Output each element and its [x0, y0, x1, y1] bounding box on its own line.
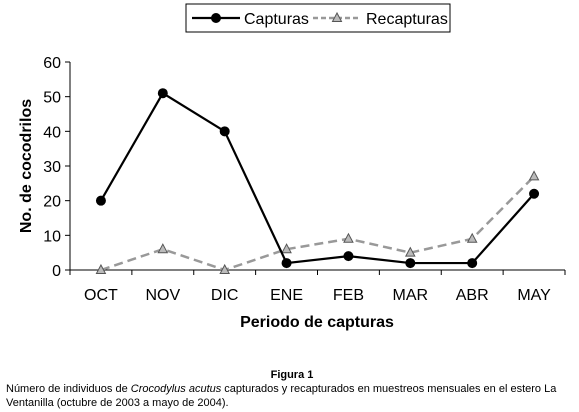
legend-marker-1 — [331, 11, 343, 22]
y-tick-label: 50 — [43, 90, 61, 107]
y-axis-title: No. de cocodrilos — [18, 99, 35, 233]
y-tick-label: 30 — [43, 159, 61, 176]
caption-text-before: Número de individuos de — [6, 383, 131, 395]
series-1-point — [466, 232, 478, 243]
x-tick-label: OCT — [84, 287, 118, 304]
legend: Capturas Recapturas — [185, 3, 451, 33]
figure-caption: Figura 1 Número de individuos de Crocody… — [6, 368, 578, 410]
series-layer — [95, 88, 540, 274]
y-tick-label: 10 — [43, 228, 61, 245]
y-tick-label: 20 — [43, 194, 61, 211]
legend-label-1: Recapturas — [366, 11, 448, 28]
y-tick-label: 0 — [52, 263, 61, 280]
axes: 0 10 20 30 40 50 60 OCT NOV DIC ENE FEB MAR ABR MAY Per… — [18, 55, 566, 331]
legend-label-0: Capturas — [244, 11, 309, 28]
series-0-point — [281, 258, 292, 269]
series-line-0 — [99, 91, 535, 265]
series-line-1 — [100, 175, 535, 272]
y-tick-label: 60 — [43, 55, 61, 72]
series-0-point — [343, 251, 354, 262]
series-0-point — [157, 88, 168, 99]
x-tick-label: FEB — [333, 287, 364, 304]
caption-species: Crocodylus acutus — [130, 383, 222, 395]
caption-text-after: capturados y recapturados en muestreos m… — [6, 383, 557, 409]
series-1-point — [95, 263, 107, 274]
series-1-point — [219, 263, 231, 274]
x-axis-title: Periodo de capturas — [240, 314, 394, 331]
x-tick-label: NOV — [145, 287, 180, 304]
line-chart: Capturas Recapturas 0 10 20 30 40 50 60 OCT NOV DI… — [18, 3, 566, 331]
series-0-point — [219, 126, 230, 137]
series-1-point — [528, 170, 540, 181]
series-1-point — [343, 232, 354, 243]
x-tick-label: ABR — [456, 287, 489, 304]
series-0-point — [467, 258, 478, 269]
x-tick-label: ENE — [270, 287, 303, 304]
series-0-point — [405, 258, 416, 269]
series-0-point — [95, 195, 106, 206]
figure-label: Figura 1 — [270, 369, 314, 381]
x-tick-label: MAR — [393, 287, 429, 304]
y-tick-label: 40 — [43, 124, 61, 141]
series-1-point — [404, 246, 416, 257]
series-0-point — [529, 188, 540, 199]
legend-marker-0 — [211, 13, 221, 23]
series-1-point — [281, 243, 292, 254]
x-tick-label: DIC — [211, 287, 239, 304]
caption-text: Número de individuos de Crocodylus acutu… — [6, 382, 578, 410]
series-1-point — [157, 243, 169, 254]
x-tick-label: MAY — [517, 287, 551, 304]
